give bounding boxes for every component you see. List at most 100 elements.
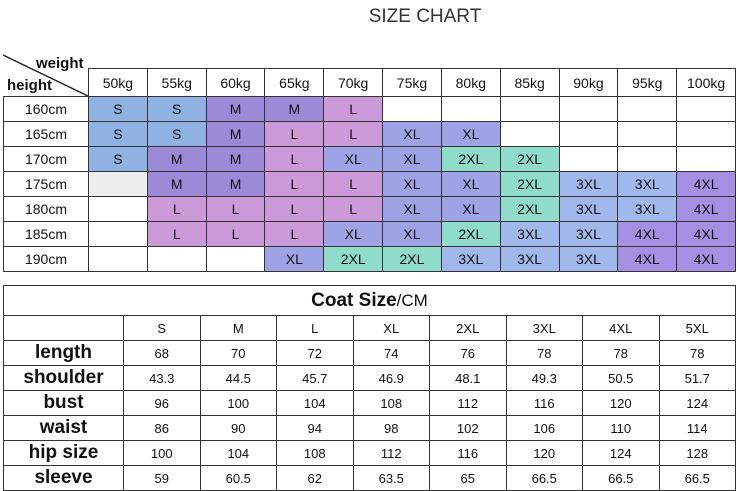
size-cell: L <box>264 196 325 222</box>
size-cell: M <box>205 146 266 172</box>
size-cell: XL <box>323 221 384 247</box>
size-cell: 2XL <box>499 171 560 197</box>
blank-header <box>3 315 124 341</box>
size-cell: 3XL <box>558 196 619 222</box>
measure-value: 116 <box>505 390 583 416</box>
size-cell: XL <box>323 146 384 172</box>
size-cell: 3XL <box>440 246 501 272</box>
size-cell: M <box>146 146 207 172</box>
size-cell <box>558 96 619 122</box>
size-cell: XL <box>382 221 442 247</box>
measure-value: 68 <box>123 340 201 366</box>
size-cell <box>617 146 678 172</box>
size-cell: 2XL <box>499 146 560 172</box>
size-cell: 3XL <box>499 246 560 272</box>
size-cell: M <box>205 96 266 122</box>
size-cell: L <box>264 146 325 172</box>
weight-header: 90kg <box>558 68 619 97</box>
size-cell <box>617 96 678 122</box>
size-cell: XL <box>440 121 501 147</box>
measure-value: 124 <box>582 440 660 466</box>
coat-title-text: Coat Size <box>311 289 397 311</box>
size-cell: L <box>323 96 384 122</box>
size-cell: 4XL <box>676 246 736 272</box>
measure-value: 65 <box>429 465 507 491</box>
size-cell <box>676 121 736 147</box>
measure-value: 108 <box>276 440 354 466</box>
size-cell: L <box>264 121 325 147</box>
size-cell <box>88 171 148 197</box>
size-cell <box>440 96 501 122</box>
height-label: 180cm <box>3 196 89 222</box>
size-cell: M <box>205 171 266 197</box>
height-label: 190cm <box>3 246 89 272</box>
size-cell: S <box>88 96 148 122</box>
weight-header: 100kg <box>676 68 736 97</box>
measure-value: 78 <box>582 340 660 366</box>
size-cell <box>499 121 560 147</box>
height-label: 165cm <box>3 121 89 147</box>
weight-header: 85kg <box>499 68 560 97</box>
size-cell: 3XL <box>617 171 678 197</box>
size-cell <box>146 246 207 272</box>
measure-label: hip size <box>3 440 124 466</box>
weight-header: 70kg <box>323 68 384 97</box>
height-label: 160cm <box>3 96 89 122</box>
measure-value: 70 <box>199 340 277 366</box>
size-cell <box>499 96 560 122</box>
height-label: 185cm <box>3 221 89 247</box>
height-label: 175cm <box>3 171 89 197</box>
weight-header: 65kg <box>264 68 325 97</box>
measure-label: length <box>3 340 124 366</box>
size-cell: XL <box>382 196 442 222</box>
size-cell: L <box>146 196 207 222</box>
size-cell: S <box>146 121 207 147</box>
size-cell: 4XL <box>676 171 736 197</box>
coat-title: Coat Size/CM <box>3 285 736 316</box>
measure-value: 112 <box>429 390 507 416</box>
size-cell <box>88 196 148 222</box>
size-cell: S <box>88 121 148 147</box>
corner-bottom: height <box>7 77 52 94</box>
measure-value: 46.9 <box>352 365 430 391</box>
weight-header: 50kg <box>88 68 148 97</box>
measure-value: 44.5 <box>199 365 277 391</box>
measure-value: 100 <box>199 390 277 416</box>
measure-value: 120 <box>505 440 583 466</box>
measure-value: 116 <box>429 440 507 466</box>
size-cell: 2XL <box>440 146 501 172</box>
size-cell: M <box>264 96 325 122</box>
measure-value: 128 <box>658 440 736 466</box>
measure-value: 94 <box>276 415 354 441</box>
size-cell: S <box>146 96 207 122</box>
measure-value: 66.5 <box>658 465 736 491</box>
height-label: 170cm <box>3 146 89 172</box>
size-header: S <box>123 315 201 341</box>
diagonal <box>2 54 89 97</box>
measure-value: 76 <box>429 340 507 366</box>
measure-value: 43.3 <box>123 365 201 391</box>
size-cell: 3XL <box>558 171 619 197</box>
size-cell: L <box>205 221 266 247</box>
size-cell: L <box>323 121 384 147</box>
size-cell: 4XL <box>617 221 678 247</box>
measure-value: 49.3 <box>505 365 583 391</box>
measure-value: 74 <box>352 340 430 366</box>
size-header: 3XL <box>505 315 583 341</box>
measure-value: 45.7 <box>276 365 354 391</box>
size-cell: XL <box>440 196 501 222</box>
size-cell: XL <box>264 246 325 272</box>
size-cell: XL <box>382 171 442 197</box>
measure-label: sleeve <box>3 465 124 491</box>
measure-value: 59 <box>123 465 201 491</box>
size-cell: XL <box>382 121 442 147</box>
measure-value: 62 <box>276 465 354 491</box>
measure-value: 112 <box>352 440 430 466</box>
coat-title-unit: /CM <box>396 290 428 310</box>
measure-value: 90 <box>199 415 277 441</box>
corner-top: weight <box>36 55 84 72</box>
measure-value: 86 <box>123 415 201 441</box>
size-cell: L <box>146 221 207 247</box>
weight-header: 75kg <box>382 68 442 97</box>
size-header: 4XL <box>582 315 660 341</box>
